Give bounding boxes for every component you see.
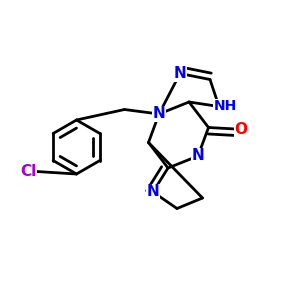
Text: N: N <box>153 106 165 122</box>
Text: N: N <box>192 148 204 164</box>
Text: N: N <box>147 184 159 200</box>
Text: N: N <box>174 66 186 81</box>
Text: NH: NH <box>214 100 237 113</box>
Text: O: O <box>234 122 248 136</box>
Text: Cl: Cl <box>20 164 37 178</box>
